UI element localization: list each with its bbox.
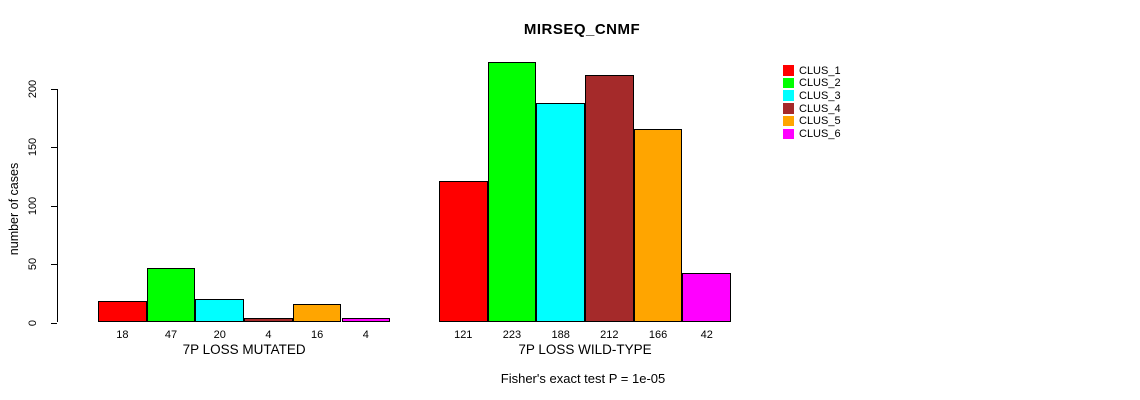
bar-clus_5 xyxy=(633,128,683,323)
bar-value-label: 4 xyxy=(265,329,272,341)
legend-swatch-clus_1 xyxy=(783,65,794,76)
bar-clus_2 xyxy=(487,62,537,323)
y-axis-tick xyxy=(51,264,57,266)
y-tick-label: 150 xyxy=(27,138,39,157)
bar-value-label: 166 xyxy=(648,329,668,341)
bar-value-label: 20 xyxy=(213,329,226,341)
y-tick-label: 0 xyxy=(27,319,39,326)
legend-label-clus_4: CLUS_4 xyxy=(799,102,841,115)
x-group-label: 7P LOSS WILD-TYPE xyxy=(518,342,652,357)
bar-value-label: 188 xyxy=(551,329,570,341)
bar-value-label: 18 xyxy=(116,329,129,341)
legend-label-clus_2: CLUS_2 xyxy=(799,77,841,90)
legend-swatch-clus_2 xyxy=(783,77,794,89)
bar-clus_2 xyxy=(146,267,196,323)
bar-clus_4 xyxy=(244,317,293,323)
bar-value-label: 223 xyxy=(502,329,522,341)
legend-swatch-clus_5 xyxy=(783,115,794,127)
x-group-label: 7P LOSS MUTATED xyxy=(182,342,306,357)
y-axis-tick xyxy=(51,147,57,149)
bar-clus_3 xyxy=(195,299,245,323)
y-axis-line xyxy=(57,88,59,323)
y-axis-tick xyxy=(51,322,57,324)
y-axis-label: number of cases xyxy=(7,162,21,256)
legend-swatch-clus_4 xyxy=(783,103,794,114)
legend-swatch-clus_3 xyxy=(783,90,794,101)
bar-value-label: 212 xyxy=(600,329,619,341)
legend-label-clus_3: CLUS_3 xyxy=(799,89,841,102)
y-tick-label: 100 xyxy=(27,196,39,215)
bar-clus_4 xyxy=(585,74,634,323)
fisher-test-annotation: Fisher's exact test P = 1e-05 xyxy=(500,371,666,386)
bar-clus_1 xyxy=(438,181,488,323)
bar-value-label: 47 xyxy=(164,329,178,341)
bar-value-label: 4 xyxy=(362,329,369,341)
bar-value-label: 16 xyxy=(311,329,324,341)
y-tick-label: 50 xyxy=(27,257,39,271)
bar-clus_6 xyxy=(341,317,391,323)
legend-swatch-clus_6 xyxy=(783,128,794,139)
chart-title: MIRSEQ_CNMF xyxy=(523,21,641,38)
legend-label-clus_1: CLUS_1 xyxy=(799,64,841,77)
bar-value-label: 121 xyxy=(454,329,473,341)
bar-clus_3 xyxy=(536,102,585,323)
y-tick-label: 200 xyxy=(27,79,39,99)
y-axis-tick xyxy=(51,205,57,207)
legend-label-clus_5: CLUS_5 xyxy=(799,115,841,128)
bar-clus_5 xyxy=(292,303,342,323)
bar-clus_1 xyxy=(98,301,147,323)
bar-clus_6 xyxy=(682,273,732,323)
bar-value-label: 42 xyxy=(700,329,713,341)
y-axis-tick xyxy=(51,88,57,91)
legend-label-clus_6: CLUS_6 xyxy=(799,128,841,140)
